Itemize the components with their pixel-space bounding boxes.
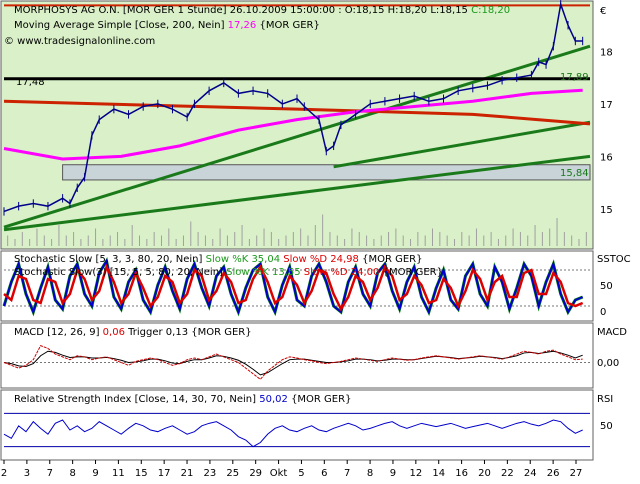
macd-panel-label: MACD [597,327,627,338]
stoch2-suffix: {MOR GER} [383,267,443,278]
currency-label: € [600,6,606,17]
x-tick-label: 15 [135,468,148,479]
x-tick-label: 14 [432,468,445,479]
macd-header: MACD [12, 26, 9] 0,06 Trigger 0,13 {MOR … [14,327,252,338]
stoch-ytick-0: 0 [600,307,606,318]
rsi-header: Relative Strength Index [Close, 14, 30, … [14,394,351,405]
price-header-line1: MORPHOSYS AG O.N. [MOR GER 1 Stunde] 26.… [14,5,510,16]
stoch-ytick-50: 50 [600,281,613,292]
price-header-prefix: MORPHOSYS AG O.N. [MOR GER 1 Stunde] 26.… [14,5,468,16]
annotation-resistance: 17,48 [16,77,45,88]
x-tick-label: 6 [321,468,327,479]
x-tick-label: 23 [204,468,217,479]
stoch1-suffix: {MOR GER} [362,254,422,265]
x-tick-label: 26 [547,468,560,479]
price-y-axis: 18 17 16 15 [600,47,613,215]
rsi-value: 50,02 [259,394,288,405]
macd-content [3,344,590,381]
macd-trigger-line [3,344,583,381]
price-content [3,0,591,246]
x-tick-label: 22 [501,468,514,479]
x-tick-label: 16 [455,468,468,479]
rsi-content [3,412,590,448]
macd-value: 0,06 [103,327,125,338]
ma-header-suffix: {MOR GER} [259,20,319,31]
stoch-k-line [3,258,584,315]
stoch2-k: Slow %K 13,55 [226,267,300,278]
rsi-line [3,419,583,448]
x-tick-label: Okt [270,468,288,479]
annotation-trend-high: 17,89 [560,72,589,83]
stoch1-k: Slow %K 35,04 [206,254,280,265]
macd-prefix: MACD [12, 26, 9] [14,327,100,338]
rsi-panel-label: RSI [597,394,613,405]
x-tick-label: 8 [367,468,373,479]
annotation-support-low: 15,84 [560,168,589,179]
x-tick-label: 8 [69,468,75,479]
stoch2-d: Slow %D 24,00 [304,267,380,278]
price-ytick: 16 [600,152,613,163]
ma-header: Moving Average Simple [Close, 200, Nein]… [14,20,320,31]
x-tick-label: 20 [478,468,491,479]
stoch1-d: Slow %D 24,98 [283,254,359,265]
stoch2-prefix: Stochastic Slow(3) [15, 5, 5, 80, 20, Ne… [14,267,223,278]
ma-header-value: 17,26 [228,20,257,31]
x-tick-label: 3 [24,468,30,479]
price-ytick: 18 [600,47,613,58]
rsi-prefix: Relative Strength Index [Close, 14, 30, … [14,394,256,405]
x-tick-label: 11 [112,468,125,479]
x-tick-label: 12 [409,468,422,479]
stoch-content [2,256,590,317]
x-tick-label: 25 [226,468,239,479]
ma200-line [3,88,583,161]
x-tick-label: 17 [158,468,171,479]
price-ytick: 15 [600,205,613,216]
ma-header-prefix: Moving Average Simple [Close, 200, Nein] [14,20,225,31]
green-trend-low [3,154,591,232]
stoch-header-line2: Stochastic Slow(3) [15, 5, 5, 80, 20, Ne… [14,267,443,278]
price-header-close: C:18,20 [471,5,510,16]
x-tick-label: 2 [1,468,7,479]
macd-ytick-0: 0,00 [597,358,619,369]
x-axis: 2 3 7 8 9 11 15 17 21 23 25 29 Okt 5 6 7 8 9 12 14 16 20 22 24 2… [1,460,583,479]
price-ytick: 17 [600,100,613,111]
x-tick-label: 5 [298,468,304,479]
stoch-d-line [3,263,584,312]
rsi-ytick-50: 50 [600,421,613,432]
stoch-header-line1: Stochastic Slow [5, 3, 3, 80, 20, Nein] … [14,254,422,265]
copyright-text: © www.tradesignalonline.com [4,36,155,47]
green-trend-mid [333,120,591,169]
macd-suffix: {MOR GER} [191,327,251,338]
x-tick-label: 7 [47,468,53,479]
price-panel-bg [0,0,594,250]
green-trend-up [3,44,591,229]
stoch1-prefix: Stochastic Slow [5, 3, 3, 80, 20, Nein] [14,254,203,265]
macd-trigger: Trigger 0,13 [127,327,188,338]
x-tick-label: 29 [249,468,262,479]
x-tick-label: 21 [181,468,194,479]
macd-panel-bg [0,322,594,389]
stoch-panel-label: SSTOC [597,254,631,265]
x-tick-label: 7 [344,468,350,479]
x-tick-label: 24 [524,468,537,479]
x-tick-label: 9 [390,468,396,479]
x-tick-label: 27 [570,468,583,479]
rsi-panel-bg [0,389,594,461]
rsi-suffix: {MOR GER} [291,394,351,405]
x-tick-label: 9 [92,468,98,479]
